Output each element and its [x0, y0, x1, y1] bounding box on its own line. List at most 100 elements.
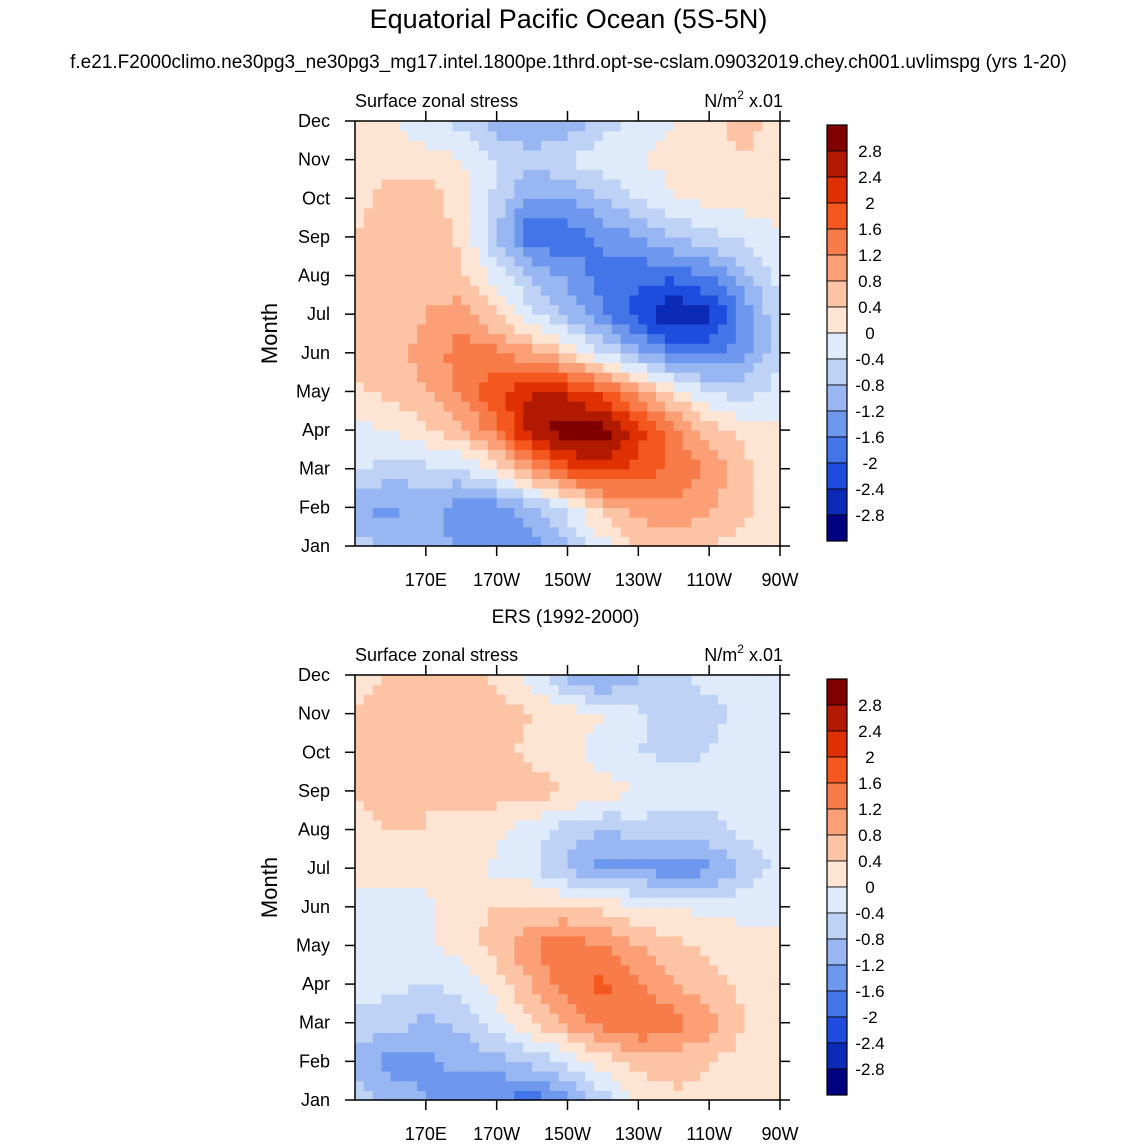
- contour-cell: [558, 420, 569, 431]
- contour-cell: [532, 945, 542, 956]
- contour-cell: [656, 304, 666, 315]
- contour-cell: [381, 352, 392, 364]
- contour-cell: [540, 159, 551, 170]
- contour-cell: [762, 294, 772, 306]
- contour-cell: [682, 314, 693, 325]
- contour-cell: [399, 159, 409, 170]
- contour-cell: [549, 410, 560, 422]
- contour-cell: [390, 401, 400, 412]
- contour-cell: [594, 149, 604, 161]
- contour-cell: [656, 848, 666, 860]
- contour-cell: [461, 752, 471, 763]
- contour-cell: [478, 323, 489, 335]
- contour-cell: [505, 684, 515, 695]
- contour-cell: [611, 468, 622, 479]
- contour-cell: [558, 984, 569, 995]
- contour-cell: [434, 926, 445, 937]
- contour-cell: [487, 468, 498, 479]
- contour-cell: [638, 391, 648, 402]
- y-tick-label: Jun: [301, 897, 330, 917]
- contour-cell: [771, 781, 781, 792]
- contour-cell: [470, 314, 480, 325]
- contour-cell: [682, 1032, 693, 1043]
- contour-cell: [425, 742, 436, 753]
- contour-cell: [496, 314, 507, 325]
- contour-cell: [487, 352, 498, 364]
- contour-cell: [567, 517, 577, 528]
- contour-cell: [700, 810, 710, 821]
- contour-cell: [567, 752, 577, 763]
- contour-cell: [567, 964, 577, 976]
- contour-cell: [744, 935, 755, 947]
- contour-cell: [425, 1090, 436, 1101]
- contour-cell: [602, 410, 613, 422]
- contour-cell: [691, 159, 701, 170]
- contour-cell: [470, 974, 480, 985]
- contour-cell: [682, 207, 693, 219]
- contour-cell: [709, 169, 719, 180]
- contour-cell: [558, 1071, 569, 1082]
- contour-cell: [585, 713, 595, 724]
- contour-cell: [629, 420, 639, 431]
- contour-cell: [390, 488, 400, 499]
- contour-cell: [381, 449, 392, 460]
- contour-cell: [673, 449, 684, 460]
- contour-cell: [576, 439, 586, 451]
- contour-cell: [558, 236, 569, 248]
- contour-cell: [771, 198, 781, 209]
- contour-cell: [505, 246, 515, 257]
- contour-cell: [452, 294, 462, 306]
- contour-cell: [709, 517, 719, 528]
- contour-cell: [363, 761, 374, 773]
- contour-cell: [594, 333, 604, 344]
- contour-cell: [399, 1051, 409, 1062]
- contour-cell: [726, 391, 737, 402]
- contour-cell: [691, 819, 701, 831]
- contour-cell: [602, 829, 613, 840]
- contour-cell: [771, 130, 781, 141]
- contour-cell: [416, 694, 427, 705]
- contour-cell: [478, 752, 489, 763]
- contour-cell: [470, 207, 480, 219]
- contour-cell: [726, 430, 737, 441]
- contour-cell: [355, 459, 365, 470]
- contour-cell: [709, 877, 719, 889]
- contour-cell: [470, 955, 480, 966]
- contour-cell: [594, 130, 604, 141]
- contour-cell: [443, 420, 453, 431]
- contour-cell: [735, 1051, 746, 1062]
- contour-cell: [381, 517, 392, 528]
- contour-cell: [726, 178, 737, 190]
- contour-cell: [408, 1051, 418, 1062]
- contour-cell: [478, 169, 489, 180]
- contour-cell: [594, 1071, 604, 1082]
- contour-cell: [709, 507, 719, 518]
- contour-cell: [505, 478, 515, 489]
- contour-cell: [443, 169, 453, 180]
- contour-cell: [638, 439, 648, 451]
- contour-cell: [549, 236, 560, 248]
- contour-cell: [709, 1090, 719, 1101]
- contour-cell: [629, 993, 639, 1005]
- contour-cell: [425, 497, 436, 508]
- contour-cell: [355, 121, 365, 132]
- contour-cell: [664, 781, 675, 792]
- contour-cell: [355, 497, 365, 508]
- contour-cell: [408, 723, 418, 734]
- contour-cell: [718, 140, 728, 151]
- contour-cell: [647, 517, 657, 528]
- contour-cell: [594, 742, 604, 753]
- contour-cell: [532, 868, 542, 879]
- contour-cell: [381, 1022, 392, 1033]
- contour-cell: [629, 265, 639, 277]
- contour-cell: [408, 800, 418, 811]
- contour-cell: [673, 713, 684, 724]
- contour-cell: [532, 935, 542, 947]
- contour-cell: [514, 227, 524, 238]
- contour-cell: [523, 217, 533, 228]
- contour-cell: [691, 906, 701, 918]
- colorbar-label: 2.8: [858, 696, 882, 715]
- contour-cell: [505, 323, 515, 335]
- contour-cell: [505, 1080, 515, 1091]
- contour-cell: [762, 517, 772, 528]
